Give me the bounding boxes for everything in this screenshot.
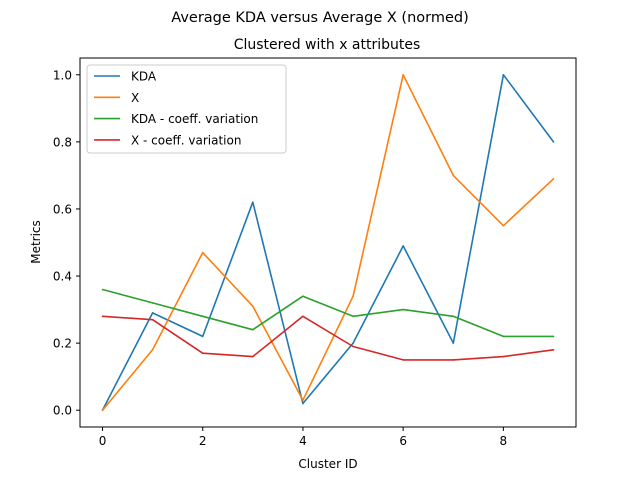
data-point-kda-coeff-variation bbox=[552, 335, 555, 338]
data-point-x bbox=[201, 251, 204, 254]
data-point-x-coeff-variation bbox=[452, 359, 455, 361]
x-tick-label: 4 bbox=[299, 434, 307, 448]
data-point-kda bbox=[502, 74, 505, 76]
series-line-x bbox=[101, 74, 555, 411]
series-line-kda bbox=[101, 74, 555, 411]
data-point-x bbox=[302, 399, 304, 402]
y-tick-label: 0.0 bbox=[53, 404, 72, 418]
data-point-x-coeff-variation bbox=[252, 355, 254, 358]
data-point-x-coeff-variation bbox=[201, 352, 204, 355]
data-point-x bbox=[252, 305, 254, 308]
y-tick-label: 0.8 bbox=[53, 135, 72, 149]
data-point-kda bbox=[552, 141, 555, 143]
data-point-x-coeff-variation bbox=[402, 359, 405, 361]
data-point-x-coeff-variation bbox=[302, 315, 304, 318]
chart-subtitle: Clustered with x attributes bbox=[234, 37, 421, 53]
legend-box bbox=[86, 64, 287, 154]
legend: KDA X KDA - coeff. variation X - coeff. var… bbox=[86, 64, 287, 154]
series-line-x-coeff-variation bbox=[102, 315, 554, 361]
plot-area bbox=[101, 74, 555, 412]
data-point-x bbox=[101, 409, 104, 412]
x-tick-label: 8 bbox=[500, 434, 508, 448]
data-point-kda bbox=[151, 312, 154, 314]
data-point-x-coeff-variation bbox=[552, 349, 555, 351]
x-axis-label: Cluster ID bbox=[298, 457, 357, 471]
x-tick-label: 6 bbox=[399, 434, 407, 448]
y-tick-label: 0.4 bbox=[53, 270, 72, 284]
legend-label-kda-coeff-variation: KDA - coeff. variation bbox=[131, 112, 258, 126]
data-point-kda-coeff-variation bbox=[352, 315, 354, 318]
data-point-x bbox=[452, 174, 455, 177]
legend-label-x-coeff-variation: X - coeff. variation bbox=[131, 133, 241, 147]
y-tick-label: 1.0 bbox=[53, 68, 72, 82]
series-line-kda-coeff-variation bbox=[102, 288, 554, 338]
data-point-x bbox=[402, 74, 405, 76]
data-point-x-coeff-variation bbox=[101, 315, 104, 318]
data-point-kda bbox=[402, 245, 405, 247]
legend-label-x: X bbox=[131, 91, 139, 105]
x-tick-label: 0 bbox=[99, 434, 107, 448]
axes-frame bbox=[79, 57, 577, 428]
data-point-kda bbox=[252, 201, 254, 203]
data-point-kda-coeff-variation bbox=[502, 335, 505, 338]
data-point-x-coeff-variation bbox=[502, 355, 505, 358]
data-point-x bbox=[352, 295, 354, 298]
data-point-kda-coeff-variation bbox=[302, 295, 304, 298]
data-point-kda bbox=[302, 402, 304, 405]
data-point-x bbox=[502, 224, 505, 227]
x-tick-label: 2 bbox=[199, 434, 207, 448]
data-point-kda bbox=[201, 335, 204, 338]
data-point-x bbox=[552, 178, 555, 180]
chart-title: Average KDA versus Average X (normed) bbox=[171, 10, 469, 26]
data-point-x-coeff-variation bbox=[151, 318, 154, 321]
data-point-kda-coeff-variation bbox=[402, 308, 405, 311]
data-point-kda-coeff-variation bbox=[201, 315, 204, 318]
data-point-kda bbox=[352, 342, 354, 344]
data-point-kda bbox=[452, 342, 455, 344]
y-axis-label: Metrics bbox=[29, 220, 43, 264]
data-point-kda-coeff-variation bbox=[452, 315, 455, 318]
data-point-kda-coeff-variation bbox=[101, 288, 104, 291]
data-point-kda-coeff-variation bbox=[252, 328, 254, 331]
y-tick-label: 0.6 bbox=[53, 202, 72, 216]
data-point-x-coeff-variation bbox=[352, 345, 354, 348]
data-point-kda-coeff-variation bbox=[151, 302, 154, 304]
legend-label-kda: KDA bbox=[131, 70, 157, 84]
y-tick-label: 0.2 bbox=[53, 337, 72, 351]
data-point-x bbox=[151, 349, 154, 351]
